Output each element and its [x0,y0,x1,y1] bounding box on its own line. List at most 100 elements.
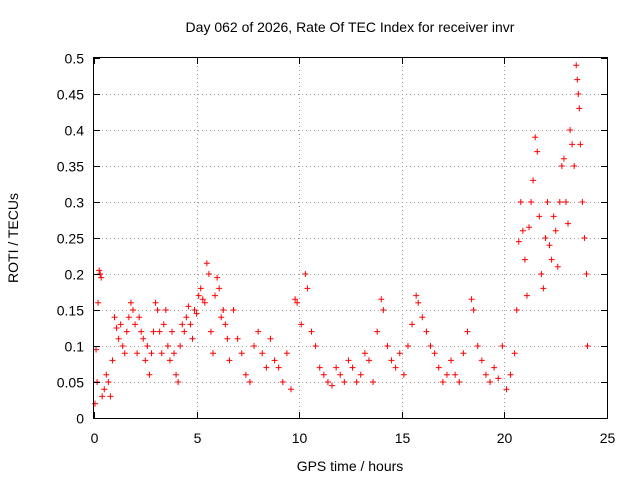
data-point [357,371,364,378]
data-point [521,256,528,263]
data-point [294,299,301,306]
data-point [567,127,574,133]
grid-layer [94,58,607,418]
data-point [203,260,210,267]
data-point [150,328,157,335]
data-point [495,375,502,382]
data-point [415,299,422,306]
data-point [109,357,116,364]
data-point [370,379,377,385]
y-tick-label: 0.2 [65,267,85,283]
data-point [267,335,274,342]
data-point [152,299,159,306]
data-point [216,285,223,292]
data-point [523,292,530,299]
y-tick-label: 0.05 [57,375,84,391]
data-point [238,350,245,357]
data-point [181,328,188,335]
data-point [263,364,270,371]
data-point [96,267,103,274]
data-point [349,364,356,371]
data-point [548,256,555,263]
data-point [160,321,167,328]
data-point [125,314,132,321]
data-point [308,328,315,335]
data-point [361,350,368,357]
data-point [413,292,420,299]
data-point [224,335,231,342]
data-point [388,357,395,364]
data-point [251,343,258,349]
data-point [558,163,565,169]
data-point [101,386,108,393]
data-point [482,371,489,378]
data-point [431,350,438,357]
data-point [129,307,136,313]
data-point [210,350,217,357]
data-point [345,357,352,364]
data-point [142,357,149,364]
data-point [115,335,122,342]
data-point [396,350,403,357]
data-point [324,379,331,385]
data-point [503,386,510,393]
data-point [275,364,282,371]
data-point [517,199,524,205]
data-point [443,371,450,378]
data-point [166,357,173,364]
data-point [191,307,198,313]
data-point [333,364,340,371]
data-point [511,350,518,357]
data-point [168,328,175,335]
data-point [259,350,266,357]
data-point [569,141,576,148]
y-tick-label: 0 [76,411,84,427]
data-point [573,62,580,69]
data-point [164,343,171,349]
data-point [177,343,184,349]
data-point [304,285,311,292]
data-point [560,155,567,162]
x-tick-label: 10 [292,430,308,446]
data-point [374,328,381,335]
data-point [279,379,286,385]
data-point [378,296,385,303]
data-point [156,328,163,335]
data-point [577,141,584,148]
data-point [187,321,194,328]
data-point [136,314,143,321]
y-tick-label: 0.1 [65,339,85,355]
data-point [474,343,481,349]
data-point [121,350,128,357]
data-point [400,371,407,378]
data-point [212,292,219,299]
data-point [540,285,547,292]
data-point [435,364,442,371]
data-point [499,343,506,349]
data-point [246,379,253,385]
data-point [189,335,196,342]
data-point [491,364,498,371]
data-point [546,242,553,249]
x-tick-label: 5 [194,430,202,446]
data-point [464,328,471,335]
data-point [123,328,130,335]
data-point [242,371,249,378]
data-point [312,343,319,349]
data-point [103,371,110,378]
data-point [427,343,434,349]
data-point [380,307,387,313]
data-point [329,382,336,389]
data-point [185,303,192,310]
data-point [478,357,485,364]
data-point [530,177,537,184]
data-point [107,393,114,400]
data-point [487,379,494,385]
data-point [105,379,112,385]
y-tick-label: 0.35 [57,159,84,175]
data-point [579,199,586,205]
data-point [138,328,145,335]
data-point [207,328,214,335]
data-point [448,357,455,364]
data-point [452,371,459,378]
